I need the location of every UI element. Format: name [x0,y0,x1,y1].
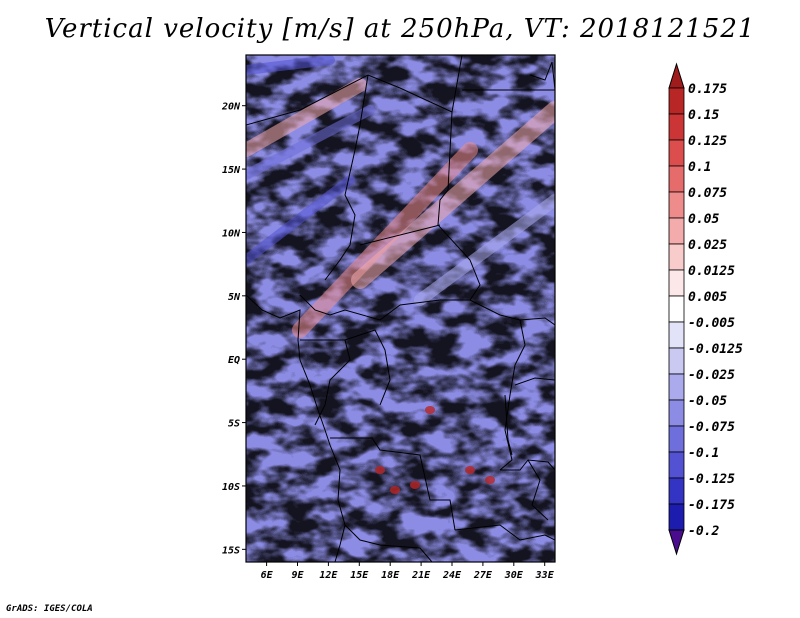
lon-tick-label: 24E [442,570,462,581]
strong-updraft-spot [390,486,400,494]
lat-tick-label: EQ [228,355,240,366]
field-streaks [246,55,555,494]
vertical-velocity-field [246,55,555,562]
country-borders [246,55,555,562]
lon-tick-label: 33E [535,570,555,581]
colorbar-bin [668,217,685,245]
map-title: Vertical velocity [m/s] at 250hPa, VT: 2… [44,14,756,44]
colorbar-label: 0.175 [688,82,727,97]
lon-tick-label: 9E [291,570,304,581]
colorbar-label: -0.175 [688,498,735,513]
colorbar-bin [668,347,685,375]
plot-frame [245,54,556,563]
colorbar-label: -0.005 [688,316,735,331]
border-congo-1 [300,339,351,426]
field-streak [414,194,555,306]
colorbar-label: 0.05 [688,212,719,227]
colorbar-top-arrow [668,62,685,89]
colorbar-label: -0.1 [688,446,719,461]
lat-tick-label: 15S [222,545,240,556]
colorbar-bin [668,425,685,453]
colorbar-label: -0.025 [688,368,735,383]
colorbar-label: -0.05 [688,394,727,409]
border-car-south [399,299,521,321]
lon-tick-label: 6E [261,570,274,581]
strong-updraft-spot [410,481,420,489]
field-streak [351,101,555,289]
colorbar-label: -0.075 [688,420,735,435]
colorbar-bin [668,191,685,219]
colorbar-bin [668,165,685,193]
strong-updraft-spot [465,466,475,474]
colorbar-bin [668,243,685,271]
border-cameroon [299,294,401,321]
colorbar-bin [668,451,685,479]
colorbar-bin [668,399,685,427]
lon-tick-label: 15E [350,570,369,581]
colorbar-bin [668,503,685,531]
colorbar-label: 0.025 [688,238,727,253]
lon-tick-label: 18E [381,570,400,581]
colorbar-bin [668,477,685,505]
colorbar-label: 0.1 [688,160,711,175]
colorbar-label: 0.0125 [688,264,735,279]
border-congo-2 [344,329,391,406]
border-lake-1 [504,394,513,456]
lat-tick-label: 10S [222,482,240,493]
field-streak [246,105,375,180]
border-chad-west [324,74,369,281]
border-ne [529,61,555,91]
border-lake-2 [527,459,549,521]
lat-tick-label: 10N [222,228,241,239]
lat-tick-label: 5S [228,419,240,430]
colorbar-label: 0.005 [688,290,727,305]
strong-updraft-spot [425,406,435,414]
grads-credit: GrADS: IGES/COLA [6,604,93,614]
field-streak [246,55,335,75]
lon-tick-label: 30E [504,570,524,581]
colorbar-bin [668,139,685,167]
colorbar-label: -0.0125 [688,342,743,357]
lon-tick-label: 27E [473,570,493,581]
colorbar-label: 0.15 [688,108,719,123]
colorbar: 0.175 0.15 0.125 0.1 0.075 0.05 0.025 0.0125 0.0… [668,62,743,556]
colorbar-bin [668,321,685,349]
border-east-3 [500,459,555,471]
colorbar-bin [668,113,685,141]
border-car [359,224,441,246]
border-east-1 [519,317,555,326]
lat-tick-label: 5N [228,292,241,303]
strong-updraft-spot [485,476,495,484]
colorbar-label: -0.2 [688,524,719,539]
colorbar-bin [668,269,685,297]
border-east-2 [514,377,555,386]
lon-tick-label: 21E [411,570,431,581]
border-zambia [454,524,555,541]
field-streak [246,175,355,265]
coast [246,294,346,562]
colorbar-label: 0.125 [688,134,727,149]
lat-tick-label: 15N [222,165,241,176]
colorbar-bin [668,373,685,401]
field-streak [292,142,478,338]
colorbar-bin [668,87,685,115]
longitude-axis: 6E 9E 12E 15E 18E 21E 24E 27E 30E 33E [261,562,555,581]
border-angola [330,437,456,531]
strong-updraft-spot [375,466,385,474]
colorbar-label: 0.075 [688,186,727,201]
colorbar-bin [668,295,685,323]
colorbar-label: -0.125 [688,472,735,487]
latitude-axis: 20N 15N 10N 5N EQ 5S 10S 15S [221,102,246,556]
lat-tick-label: 20N [221,102,241,113]
border-drc-east [499,319,526,471]
field-streak [246,78,367,157]
colorbar-bottom-arrow [668,529,685,556]
lon-tick-label: 12E [319,570,338,581]
border-angola-south [344,524,433,562]
